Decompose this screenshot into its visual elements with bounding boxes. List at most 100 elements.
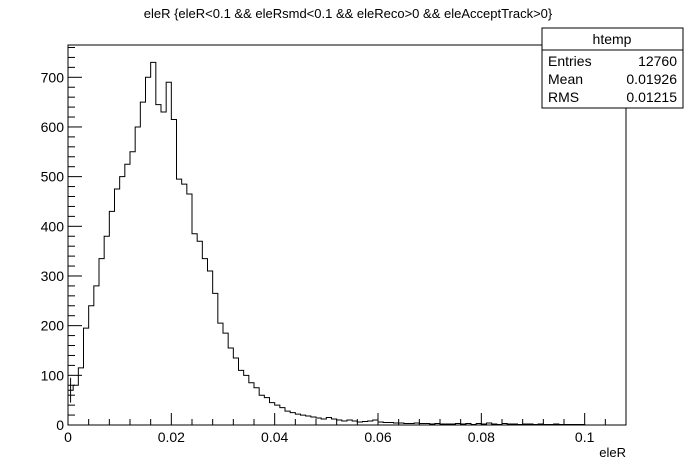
- histogram-bin: [332, 419, 337, 425]
- histogram-bin: [450, 424, 455, 425]
- histogram-bin: [78, 368, 83, 425]
- histogram-bin: [492, 424, 497, 425]
- histogram-bin: [135, 127, 140, 425]
- histogram-bin: [306, 416, 311, 425]
- histogram-bin: [73, 385, 78, 425]
- x-tick-label: 0.04: [261, 429, 288, 445]
- x-axis-label: eleR: [599, 445, 626, 460]
- histogram-bin: [368, 421, 373, 425]
- histogram-bin: [399, 423, 404, 425]
- histogram-bin: [425, 424, 430, 425]
- histogram-bin: [177, 179, 182, 425]
- histogram-bin: [285, 411, 290, 425]
- stats-box: htemp Entries 12760 Mean 0.01926 RMS 0.0…: [541, 27, 684, 109]
- stats-rms-label: RMS: [548, 89, 579, 105]
- histogram-bin: [357, 422, 362, 425]
- histogram-bin: [347, 420, 352, 425]
- histogram-bin: [223, 333, 228, 425]
- plot-frame: [67, 44, 627, 426]
- stats-rms-value: 0.01215: [626, 89, 677, 105]
- histogram-bin: [140, 102, 145, 425]
- histogram-bin: [151, 62, 156, 425]
- histogram-bin: [228, 348, 233, 425]
- histogram-series: [67, 61, 586, 426]
- histogram-bin: [295, 414, 300, 425]
- histogram-bin: [208, 271, 213, 425]
- x-tick-label: 0.06: [364, 429, 391, 445]
- stats-mean-value: 0.01926: [626, 71, 677, 87]
- histogram-bin: [507, 424, 512, 425]
- histogram-bin: [94, 286, 99, 425]
- histogram-bin: [456, 424, 461, 425]
- histogram-bin: [109, 211, 114, 425]
- histogram-bin: [538, 424, 543, 425]
- histogram-bin: [244, 375, 249, 425]
- histogram-bin: [435, 424, 440, 425]
- histogram-bin: [523, 424, 528, 425]
- x-tick-label: 0.1: [575, 429, 595, 445]
- chart-title: eleR {eleR<0.1 && eleRsmd<0.1 && eleReco…: [144, 6, 553, 21]
- histogram-bin: [275, 405, 280, 425]
- histogram-bin: [197, 241, 202, 425]
- stats-mean-label: Mean: [548, 71, 583, 87]
- histogram-bin: [414, 423, 419, 425]
- y-tick-label: 0: [56, 417, 64, 433]
- stats-entries-value: 12760: [638, 53, 677, 69]
- histogram-bin: [104, 236, 109, 425]
- histogram-bin: [419, 424, 424, 425]
- histogram-bin: [146, 77, 151, 425]
- histogram-bin: [130, 152, 135, 425]
- y-tick-label: 700: [41, 69, 65, 85]
- histogram-bin: [259, 395, 264, 425]
- x-tick-label: 0: [64, 429, 72, 445]
- histogram-bin: [280, 408, 285, 425]
- histogram-bin: [301, 415, 306, 425]
- histogram-bin: [218, 323, 223, 425]
- histogram-bin: [233, 358, 238, 425]
- histogram-bin: [161, 112, 166, 425]
- histogram-bin: [187, 194, 192, 425]
- histogram-bin: [476, 424, 481, 425]
- histogram-bin: [264, 398, 269, 425]
- histogram-bin: [409, 424, 414, 425]
- histogram-bin: [311, 417, 316, 425]
- histogram-bin: [528, 424, 533, 425]
- histogram-bin: [290, 413, 295, 425]
- histogram-bin: [316, 418, 321, 425]
- histogram-bin: [445, 424, 450, 425]
- histogram-bin: [363, 422, 368, 425]
- x-tick-label: 0.08: [468, 429, 495, 445]
- histogram-bin: [239, 370, 244, 425]
- histogram-bin: [182, 184, 187, 425]
- y-tick-label: 400: [41, 218, 65, 234]
- histogram-bin: [254, 388, 259, 425]
- histogram-bin: [202, 259, 207, 425]
- histogram-bin: [84, 328, 89, 425]
- histogram-bin: [461, 424, 466, 425]
- histogram-bin: [342, 421, 347, 425]
- histogram-bin: [326, 418, 331, 425]
- histogram-bin: [481, 424, 486, 425]
- histogram-bin: [249, 383, 254, 425]
- histogram-bin: [502, 424, 507, 425]
- histogram-bin: [125, 164, 130, 425]
- histogram-bin: [430, 424, 435, 425]
- histogram-bin: [213, 293, 218, 425]
- histogram-bin: [487, 423, 492, 425]
- histogram-bin: [378, 422, 383, 425]
- histogram-bin: [156, 105, 161, 425]
- histogram-bin: [99, 259, 104, 425]
- stats-box-frame: [541, 27, 684, 109]
- histogram-bin: [373, 420, 378, 425]
- y-tick-label: 100: [41, 367, 65, 383]
- histogram-bin: [115, 189, 120, 425]
- histogram-bin: [89, 306, 94, 425]
- x-tick-label: 0.02: [158, 429, 185, 445]
- histogram-bin: [388, 423, 393, 425]
- stats-entries-label: Entries: [548, 53, 592, 69]
- histogram-bin: [404, 424, 409, 425]
- histogram-bin: [337, 420, 342, 425]
- histogram-bin: [171, 120, 176, 425]
- histogram-bin: [394, 423, 399, 425]
